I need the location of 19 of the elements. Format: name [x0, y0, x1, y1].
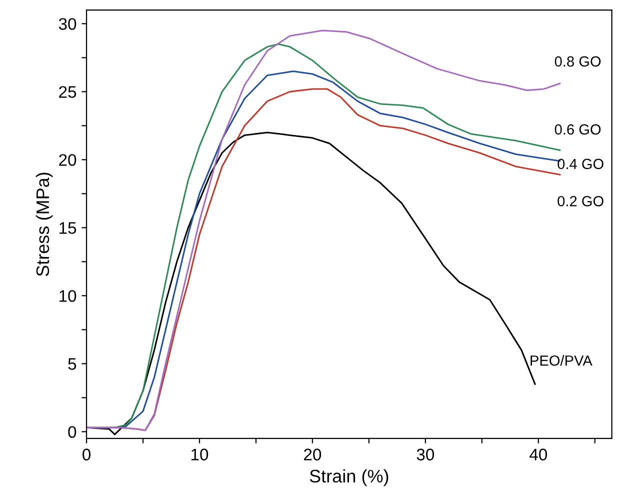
- y-tick-label: 10: [60, 290, 76, 302]
- y-tick-label: 0: [68, 426, 76, 438]
- x-tick-label: 10: [191, 448, 208, 460]
- series-label: PEO/PVA: [530, 355, 592, 366]
- x-axis-title: Strain (%): [310, 469, 388, 486]
- y-tick-label: 20: [59, 154, 76, 166]
- x-tick-label: 0: [82, 448, 91, 460]
- x-tick-label: 30: [416, 448, 434, 460]
- y-tick-label: 25: [59, 86, 76, 98]
- series-label: 0.4 GO: [558, 158, 604, 170]
- series-label: 0.8 GO: [554, 56, 601, 67]
- series-label: 0.2 GO: [558, 196, 604, 206]
- x-tick-label: 20: [304, 448, 322, 460]
- y-tick-label: 15: [60, 222, 76, 234]
- y-tick-label: 30: [58, 18, 76, 30]
- series-label: 0.6 GO: [554, 124, 601, 135]
- y-axis-title: Stress (MPa): [36, 172, 53, 276]
- x-tick-label: 40: [530, 448, 548, 460]
- y-tick-label: 5: [68, 358, 76, 370]
